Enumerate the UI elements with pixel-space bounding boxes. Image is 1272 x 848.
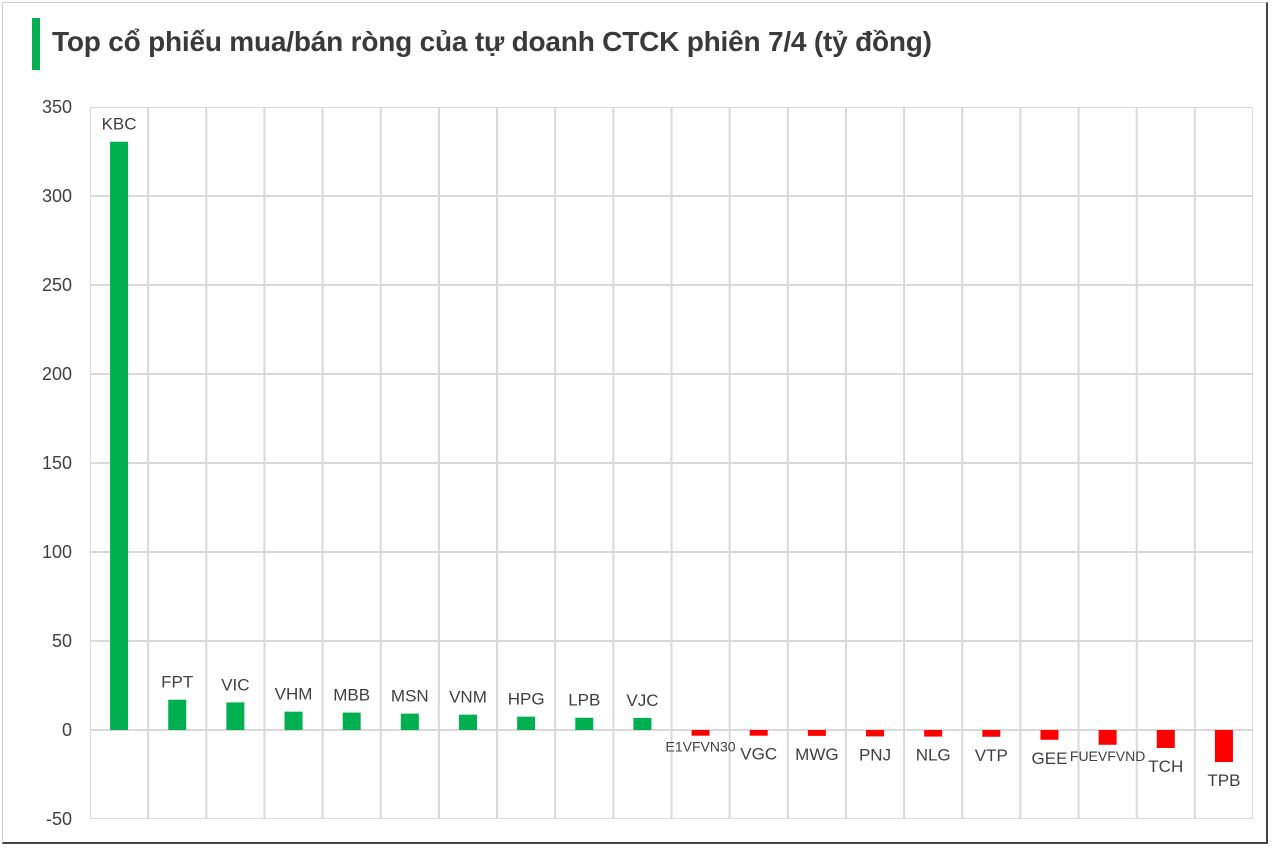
- bar-label: HPG: [508, 690, 545, 709]
- bar-vgc: [749, 730, 768, 736]
- bar-vnm: [458, 714, 477, 730]
- bar-label: VJC: [626, 691, 658, 710]
- bar-label: MBB: [333, 686, 370, 705]
- bar-vic: [226, 702, 245, 730]
- y-axis: 350 300 250 200 150 100 50 0 -50: [42, 97, 72, 829]
- bar-mwg: [807, 730, 826, 736]
- bar-mbb: [342, 712, 361, 730]
- bar-pnj: [866, 730, 885, 737]
- bar-vjc: [633, 717, 652, 730]
- bar-label: MWG: [795, 745, 838, 764]
- bar-vhm: [284, 711, 303, 730]
- bar-label: PNJ: [859, 745, 891, 764]
- bar-fuevfvnd: [1098, 730, 1117, 745]
- bar-label: VHM: [275, 685, 313, 704]
- bar-kbc: [110, 141, 129, 731]
- bar-e1vfvn30: [691, 730, 710, 736]
- bar-label: E1VFVN30: [666, 739, 736, 755]
- bar-label: GEE: [1032, 749, 1068, 768]
- title-accent-bar: [32, 18, 40, 70]
- bar-label: TCH: [1148, 757, 1183, 776]
- y-tick-label: -50: [46, 809, 72, 829]
- y-tick-label: 150: [42, 453, 72, 473]
- bar-vtp: [982, 730, 1001, 737]
- y-tick-label: 200: [42, 364, 72, 384]
- bar-label: NLG: [916, 746, 951, 765]
- bar-gee: [1040, 730, 1059, 740]
- bar-lpb: [575, 717, 594, 730]
- bar-chart: KBC FPT VIC VHM MBB MSN VNM HPG LPB VJC E1VFVN30 VG…: [90, 107, 1253, 819]
- bar-label: LPB: [568, 691, 600, 710]
- bar-fpt: [168, 699, 187, 730]
- y-tick-label: 50: [52, 631, 72, 651]
- bar-nlg: [924, 730, 943, 737]
- bar-label: FPT: [161, 673, 193, 692]
- bar-label: TPB: [1207, 771, 1240, 790]
- bar-label: VIC: [221, 675, 249, 694]
- bar-label: VTP: [975, 746, 1008, 765]
- y-tick-label: 350: [42, 97, 72, 117]
- chart-title: Top cổ phiếu mua/bán ròng của tự doanh C…: [52, 26, 932, 57]
- y-tick-label: 0: [62, 720, 72, 740]
- y-tick-label: 250: [42, 275, 72, 295]
- bar-tch: [1156, 730, 1175, 748]
- bar-label: VNM: [449, 688, 487, 707]
- y-tick-label: 300: [42, 186, 72, 206]
- bar-label: KBC: [102, 115, 137, 134]
- bar-hpg: [517, 716, 536, 730]
- bar-label: MSN: [391, 687, 429, 706]
- bar-label: FUEVFVND: [1070, 748, 1145, 764]
- bar-label: VGC: [740, 745, 777, 764]
- bar-tpb: [1214, 730, 1233, 763]
- bar-msn: [400, 713, 419, 730]
- y-tick-label: 100: [42, 542, 72, 562]
